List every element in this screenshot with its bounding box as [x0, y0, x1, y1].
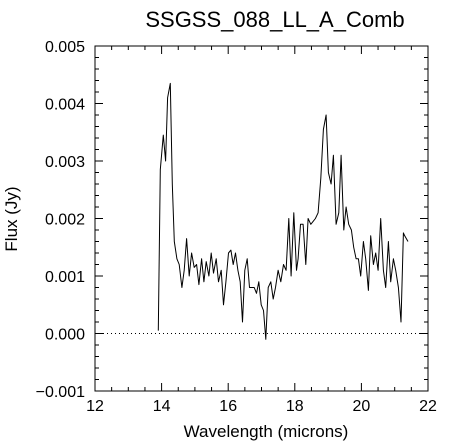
y-tick-label: 0.000 [45, 327, 85, 344]
x-tick-label: 20 [353, 398, 371, 415]
x-tick-label: 14 [153, 398, 171, 415]
y-tick-label: 0.004 [45, 97, 85, 114]
x-tick-label: 12 [86, 398, 104, 415]
x-tick-label: 16 [219, 398, 237, 415]
y-axis-label: Flux (Jy) [2, 186, 21, 251]
chart-title: SSGSS_088_LL_A_Comb [145, 7, 404, 32]
flux-spectrum-line [157, 82, 409, 340]
y-tick-label: 0.002 [45, 212, 85, 229]
y-tick-label: −0.001 [36, 384, 85, 401]
x-tick-label: 18 [286, 398, 304, 415]
x-axis-label: Wavelength (microns) [184, 422, 349, 441]
plot-frame [94, 45, 429, 392]
y-tick-label: 0.001 [45, 269, 85, 286]
x-tick-label: 22 [419, 398, 437, 415]
y-tick-label: 0.005 [45, 39, 85, 56]
y-tick-label: 0.003 [45, 154, 85, 171]
